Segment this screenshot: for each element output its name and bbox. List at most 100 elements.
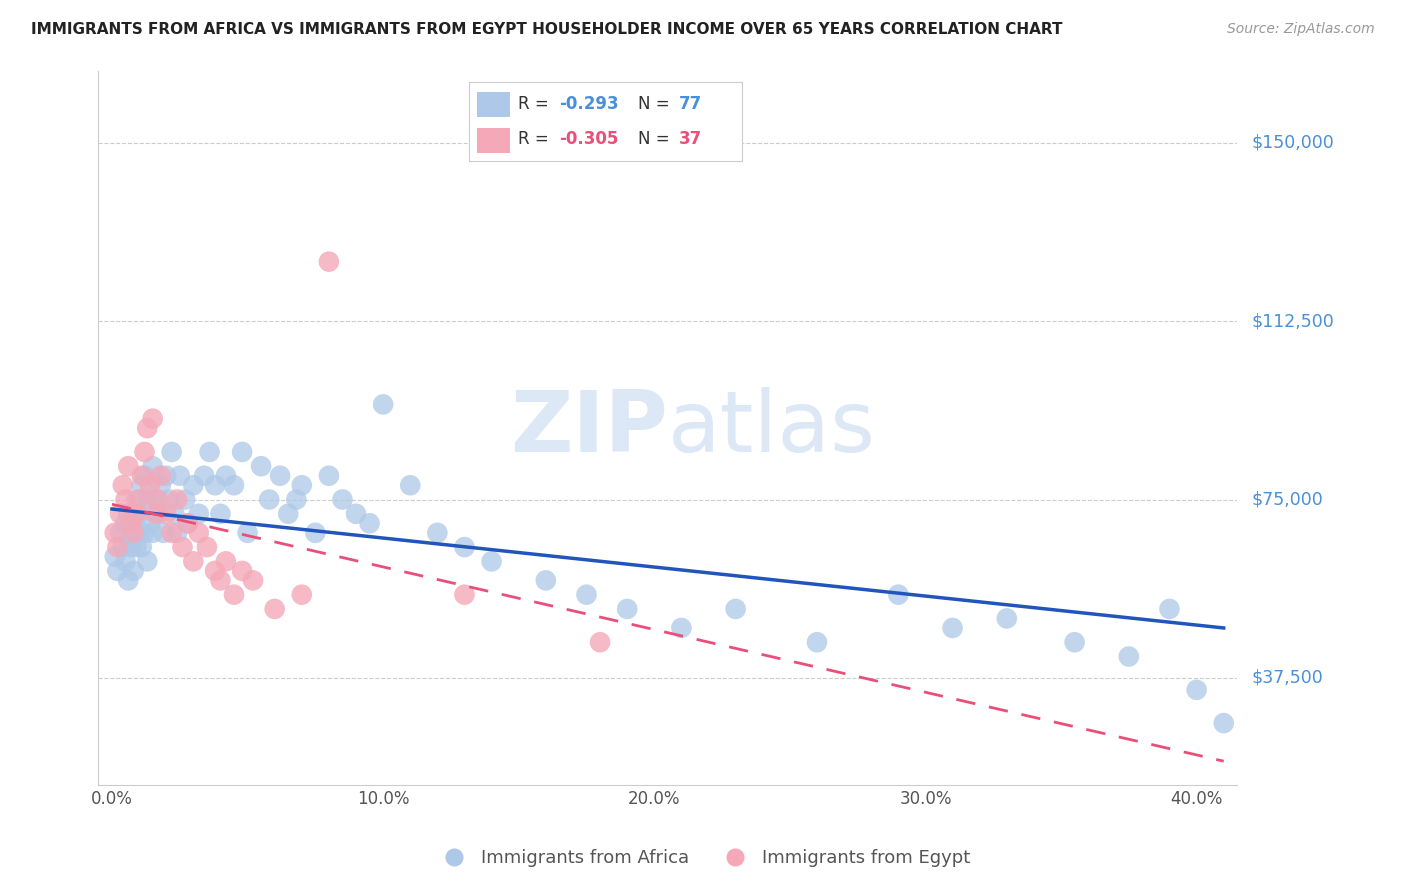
Point	[169, 468, 191, 483]
Point	[209, 574, 232, 588]
Point	[198, 445, 221, 459]
Point	[128, 492, 150, 507]
Point	[166, 525, 188, 540]
Point	[145, 507, 167, 521]
Point	[111, 478, 134, 492]
Point	[157, 492, 180, 507]
Point	[399, 478, 422, 492]
Point	[177, 516, 200, 531]
Point	[134, 445, 156, 459]
Point	[426, 525, 449, 540]
Point	[114, 516, 136, 531]
Point	[125, 507, 148, 521]
Point	[263, 602, 285, 616]
Point	[166, 492, 188, 507]
Point	[724, 602, 747, 616]
Point	[160, 445, 183, 459]
Point	[128, 507, 150, 521]
Point	[1212, 716, 1234, 731]
Point	[114, 492, 136, 507]
Point	[163, 507, 186, 521]
Point	[160, 525, 183, 540]
Text: IMMIGRANTS FROM AFRICA VS IMMIGRANTS FROM EGYPT HOUSEHOLDER INCOME OVER 65 YEARS: IMMIGRANTS FROM AFRICA VS IMMIGRANTS FRO…	[31, 22, 1063, 37]
Point	[231, 445, 253, 459]
Point	[183, 554, 205, 568]
Point	[155, 468, 177, 483]
Text: atlas: atlas	[668, 386, 876, 470]
Point	[114, 554, 136, 568]
Point	[259, 492, 281, 507]
Point	[359, 516, 381, 531]
Point	[481, 554, 503, 568]
Point	[142, 459, 165, 474]
Point	[942, 621, 965, 635]
Point	[332, 492, 354, 507]
Point	[149, 468, 172, 483]
Point	[250, 459, 273, 474]
Text: $150,000: $150,000	[1251, 134, 1334, 152]
Point	[1159, 602, 1181, 616]
Point	[122, 564, 145, 578]
Point	[616, 602, 638, 616]
Point	[108, 507, 131, 521]
Point	[242, 574, 264, 588]
Text: $75,000: $75,000	[1251, 491, 1323, 508]
Point	[111, 540, 134, 554]
Point	[1118, 649, 1140, 664]
Point	[671, 621, 693, 635]
Point	[142, 411, 165, 425]
Point	[187, 507, 209, 521]
Point	[269, 468, 291, 483]
Point	[152, 525, 174, 540]
Point	[215, 554, 238, 568]
Point	[146, 507, 169, 521]
Point	[195, 540, 218, 554]
Point	[134, 525, 156, 540]
Point	[806, 635, 828, 649]
Point	[149, 478, 172, 492]
Point	[108, 525, 131, 540]
Point	[107, 564, 129, 578]
Text: $37,500: $37,500	[1251, 669, 1323, 687]
Point	[291, 478, 314, 492]
Point	[291, 588, 314, 602]
Point	[120, 516, 142, 531]
Point	[104, 549, 127, 564]
Point	[371, 397, 394, 411]
Point	[146, 492, 169, 507]
Point	[304, 525, 326, 540]
Point	[136, 554, 159, 568]
Legend: Immigrants from Africa, Immigrants from Egypt: Immigrants from Africa, Immigrants from …	[429, 842, 977, 874]
Point	[174, 492, 197, 507]
Point	[104, 525, 127, 540]
Point	[131, 478, 153, 492]
Point	[187, 525, 209, 540]
Point	[131, 468, 153, 483]
Point	[136, 421, 159, 435]
Point	[183, 478, 205, 492]
Point	[125, 540, 148, 554]
Point	[575, 588, 598, 602]
Point	[128, 525, 150, 540]
Point	[107, 540, 129, 554]
Point	[1185, 682, 1208, 697]
Point	[139, 478, 162, 492]
Point	[995, 611, 1018, 625]
Point	[887, 588, 910, 602]
Text: $112,500: $112,500	[1251, 312, 1334, 330]
Point	[125, 492, 148, 507]
Point	[236, 525, 259, 540]
Point	[193, 468, 215, 483]
Point	[134, 468, 156, 483]
Point	[1063, 635, 1085, 649]
Point	[117, 507, 139, 521]
Point	[589, 635, 612, 649]
Y-axis label: Householder Income Over 65 years: Householder Income Over 65 years	[0, 281, 8, 575]
Point	[117, 459, 139, 474]
Point	[285, 492, 308, 507]
Point	[120, 525, 142, 540]
Point	[142, 525, 165, 540]
Point	[139, 516, 162, 531]
Point	[122, 507, 145, 521]
Point	[231, 564, 253, 578]
